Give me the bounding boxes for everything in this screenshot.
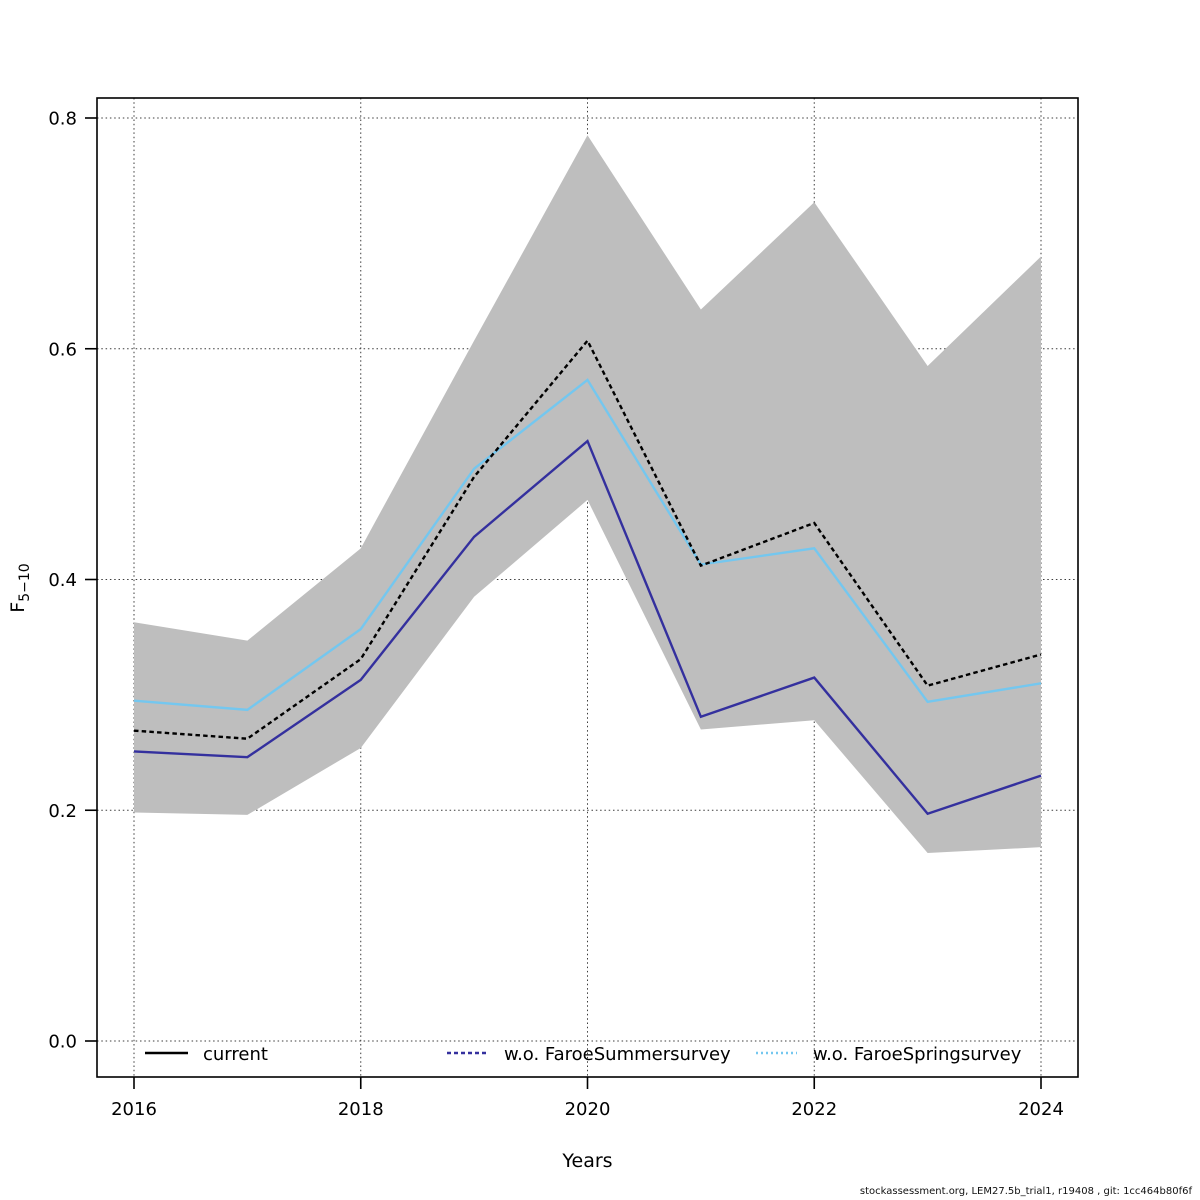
series-line-current bbox=[133, 338, 1042, 740]
series-line-wo-faroespringsurvey bbox=[133, 378, 1042, 712]
legend-label-0: current bbox=[203, 1044, 268, 1065]
y-axis-tick-label: 0.2 bbox=[48, 801, 77, 822]
series-line-wo-faroesummersurvey bbox=[133, 439, 1042, 816]
y-axis-title: F5−10 bbox=[7, 563, 33, 612]
y-axis-tick-label: 0.6 bbox=[48, 339, 77, 360]
x-axis-tick-label: 2018 bbox=[338, 1099, 384, 1120]
y-axis-tick-label: 0.8 bbox=[48, 109, 77, 130]
y-axis-title-main: F bbox=[7, 601, 30, 613]
x-axis-tick-label: 2020 bbox=[565, 1099, 611, 1120]
legend-label-1: w.o. FaroeSummersurvey bbox=[504, 1044, 731, 1065]
x-axis-tick-label: 2024 bbox=[1018, 1099, 1064, 1120]
x-axis-tick-label: 2022 bbox=[791, 1099, 837, 1120]
footer-attribution: stockassessment.org, LEM27.5b_trial1, r1… bbox=[859, 1186, 1192, 1197]
y-axis-tick-label: 0.4 bbox=[48, 570, 77, 591]
confidence-band bbox=[134, 135, 1041, 853]
x-axis-tick-label: 2016 bbox=[111, 1099, 157, 1120]
y-axis-tick-label: 0.0 bbox=[48, 1032, 77, 1053]
x-axis-title: Years bbox=[562, 1150, 613, 1172]
legend-label-2: w.o. FaroeSpringsurvey bbox=[813, 1044, 1022, 1065]
y-axis-title-subscript: 5−10 bbox=[16, 563, 33, 602]
